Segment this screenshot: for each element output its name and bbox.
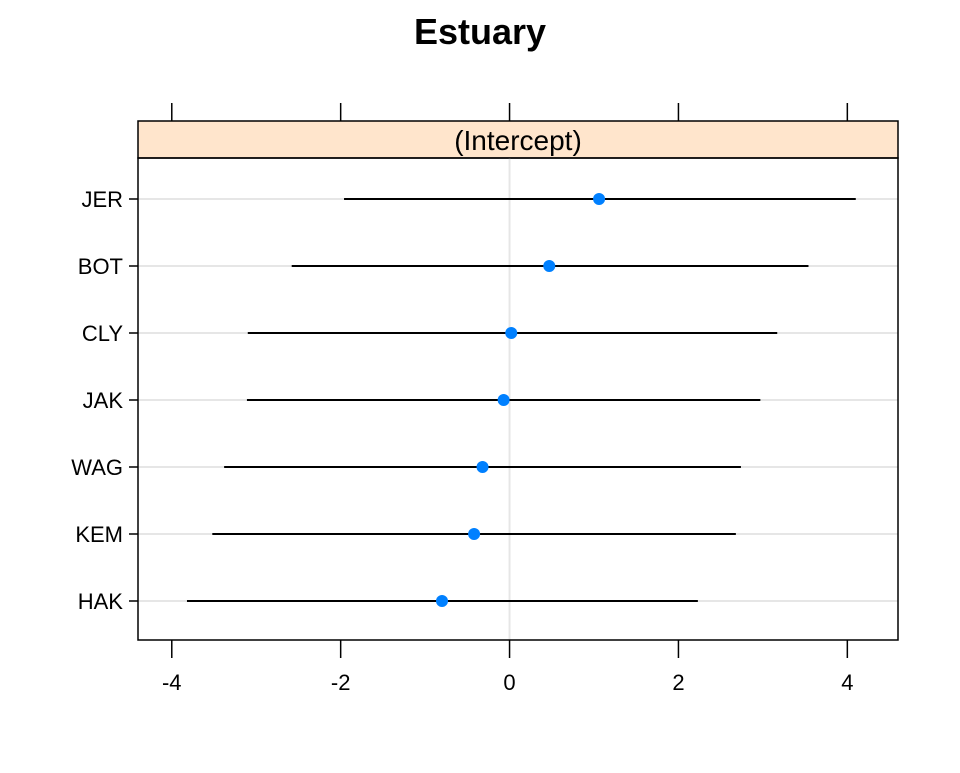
point-hak [436,595,448,607]
bottom-axis-ticks [171,640,849,658]
x-axis-labels: -4 -2 0 2 4 [162,670,853,695]
chart-title: Estuary [414,11,546,52]
x-tick-label: 4 [841,670,853,695]
point-jak [497,394,510,406]
point-cly [505,327,518,339]
strip-header [137,120,899,159]
y-axis-labels: JER BOT CLY JAK WAG KEM HAK [71,187,123,614]
panel-frame [137,157,899,641]
y-tick-label-cly: CLY [82,321,123,346]
y-tick-label-bot: BOT [78,254,123,279]
point-bot [543,260,556,272]
point-kem [468,528,481,540]
x-tick-label: 0 [503,670,515,695]
point-wag [476,461,489,473]
strip-label: (Intercept) [454,125,582,156]
y-tick-label-jer: JER [81,187,123,212]
top-axis-ticks [171,103,849,121]
y-tick-label-jak: JAK [83,388,124,413]
x-tick-label: -2 [331,670,351,695]
point-jer [593,193,606,205]
x-tick-label: 2 [672,670,684,695]
x-tick-label: -4 [162,670,182,695]
y-tick-label-hak: HAK [78,589,124,614]
y-tick-label-wag: WAG [71,455,123,480]
y-axis-ticks [129,198,138,602]
interval-layer [186,198,856,602]
point-layer [436,193,606,607]
y-tick-label-kem: KEM [75,522,123,547]
